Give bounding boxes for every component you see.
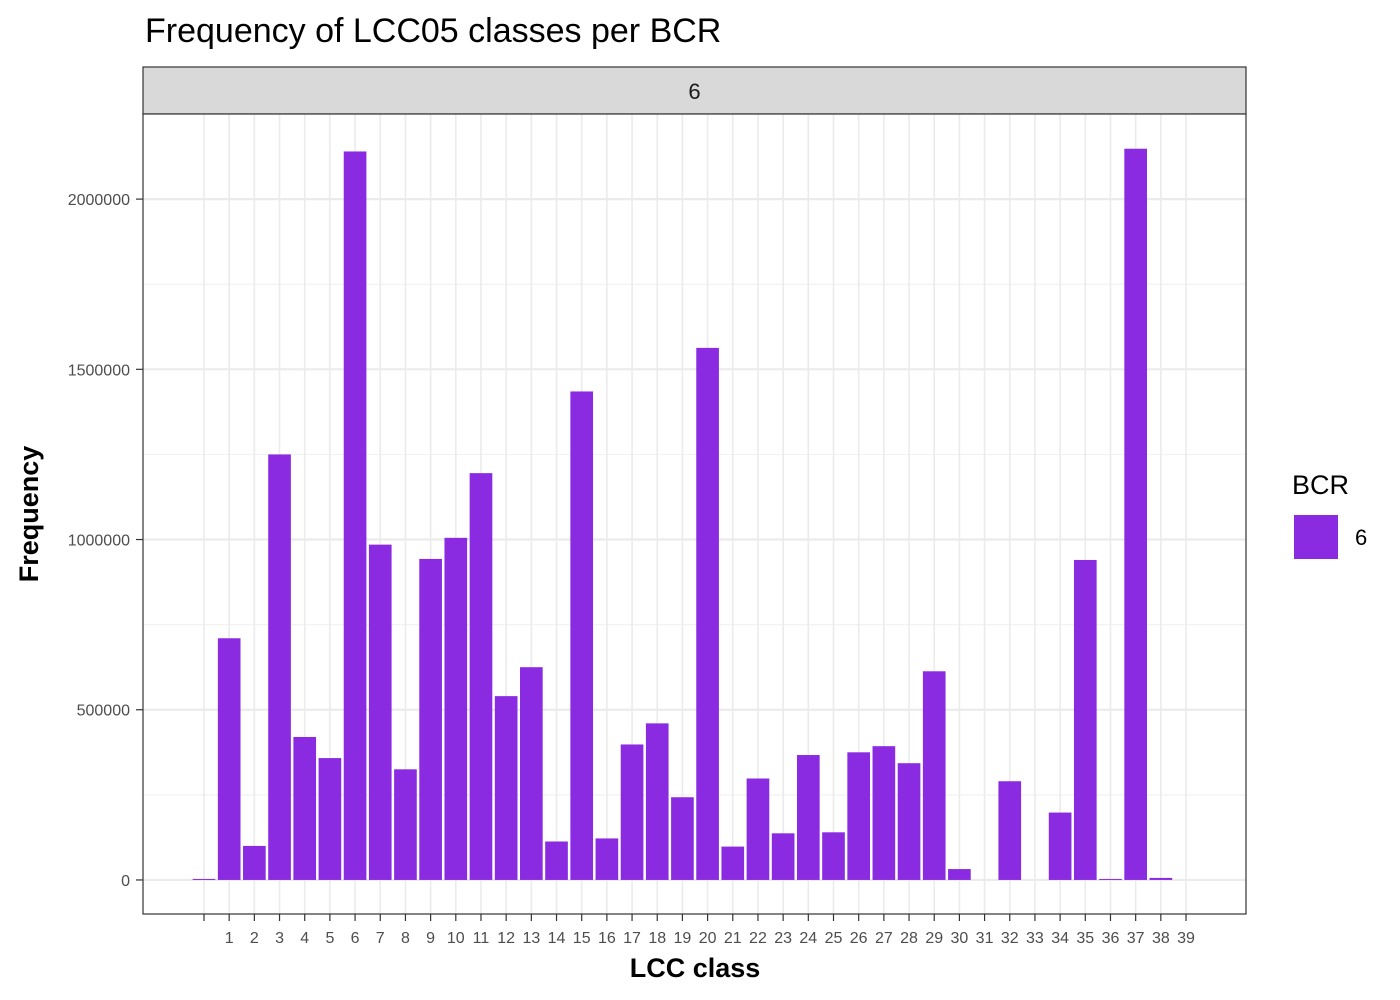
bar-5	[318, 758, 342, 880]
panel-border	[142, 113, 1247, 915]
x-tick-label: 35	[1076, 930, 1094, 947]
bar-29	[922, 671, 946, 880]
facet-strip	[142, 66, 1247, 115]
x-tick-label: 36	[1102, 930, 1120, 947]
bar-16	[595, 838, 619, 880]
x-tick-label: 10	[447, 930, 465, 947]
y-tick-label: 1500000	[68, 362, 130, 379]
x-tick-label: 32	[1001, 930, 1019, 947]
x-tick-label: 33	[1026, 930, 1044, 947]
legend-title: BCR	[1292, 470, 1349, 500]
x-tick-label: 5	[325, 930, 334, 947]
bar-8	[394, 769, 417, 880]
bar-9	[419, 558, 442, 880]
y-tick-label: 1000000	[68, 533, 130, 550]
x-tick-label: 15	[573, 930, 591, 947]
bar-4	[293, 736, 317, 880]
bar-26	[847, 752, 871, 880]
bar-1	[217, 638, 241, 880]
facet-label: 6	[688, 79, 700, 104]
x-tick-label: 14	[548, 930, 566, 947]
x-tick-label: 23	[774, 930, 792, 947]
bar-22	[746, 778, 770, 880]
bar-32	[998, 781, 1022, 880]
x-tick-label: 19	[674, 930, 692, 947]
x-tick-label: 26	[850, 930, 868, 947]
x-tick-label: 34	[1051, 930, 1069, 947]
y-tick-label: 0	[121, 873, 130, 890]
x-tick-label: 39	[1177, 930, 1195, 947]
bar-3	[268, 454, 291, 880]
chart-title: Frequency of LCC05 classes per BCR	[145, 12, 721, 50]
y-tick-label: 2000000	[68, 192, 130, 209]
bar-34	[1048, 812, 1072, 880]
x-tick-label: 11	[473, 930, 490, 947]
x-tick-label: 21	[724, 930, 742, 947]
legend-swatch	[1294, 515, 1338, 559]
x-tick-label: 7	[376, 930, 385, 947]
x-tick-label: 17	[623, 930, 641, 947]
bar-13	[520, 667, 543, 880]
bar-14	[545, 841, 568, 880]
bar-37	[1124, 148, 1147, 880]
legend-label: 6	[1355, 525, 1367, 550]
y-axis: 0 500000 1000000 1500000 2000000	[68, 192, 143, 890]
x-axis-title: LCC class	[630, 953, 761, 983]
x-tick-label: 28	[900, 930, 918, 947]
y-axis-title: Frequency	[14, 446, 44, 583]
x-axis: 1 2 3 4 5 6 7 8 9 10 11 12 13 14 15 16 17 18 19 20 21 22 23 24 2…	[203, 914, 1195, 947]
bar-20	[696, 347, 719, 880]
x-tick-label: 16	[598, 930, 616, 947]
x-tick-label: 3	[275, 930, 284, 947]
x-tick-label: 2	[250, 930, 259, 947]
x-tick-label: 18	[648, 930, 666, 947]
x-tick-label: 13	[522, 930, 540, 947]
x-tick-label: 22	[749, 930, 767, 947]
x-tick-label: 29	[925, 930, 943, 947]
x-tick-label: 31	[976, 930, 994, 947]
bar-19	[671, 797, 694, 880]
bar-17	[620, 744, 644, 880]
x-tick-label: 24	[799, 930, 817, 947]
x-tick-label: 9	[426, 930, 435, 947]
bar-24	[796, 755, 820, 880]
bar-7	[368, 544, 392, 880]
bar-36	[1099, 878, 1122, 880]
bar-0	[192, 878, 216, 880]
bar-30	[948, 869, 971, 880]
bar-35	[1073, 559, 1097, 880]
bar-28	[897, 763, 921, 880]
x-tick-label: 37	[1127, 930, 1145, 947]
x-tick-label: 6	[351, 930, 360, 947]
bar-27	[872, 746, 896, 880]
bar-15	[570, 391, 594, 880]
bar-25	[822, 832, 845, 880]
x-tick-label: 30	[951, 930, 969, 947]
bar-38	[1149, 877, 1173, 880]
x-tick-label: 1	[225, 930, 234, 947]
x-tick-label: 12	[497, 930, 515, 947]
x-tick-label: 25	[825, 930, 843, 947]
x-tick-label: 8	[401, 930, 410, 947]
legend: BCR 6	[1292, 470, 1367, 559]
bars	[192, 148, 1173, 880]
y-tick-label: 500000	[77, 703, 130, 720]
bar-12	[494, 696, 518, 880]
bar-2	[243, 845, 266, 880]
x-tick-label: 27	[875, 930, 893, 947]
bar-6	[343, 151, 367, 880]
bar-23	[771, 833, 795, 880]
x-tick-label: 38	[1152, 930, 1170, 947]
bar-11	[469, 473, 493, 880]
x-tick-label: 4	[300, 930, 309, 947]
x-tick-label: 20	[699, 930, 717, 947]
bar-10	[444, 537, 468, 880]
bar-21	[721, 846, 745, 880]
bar-18	[645, 723, 669, 880]
